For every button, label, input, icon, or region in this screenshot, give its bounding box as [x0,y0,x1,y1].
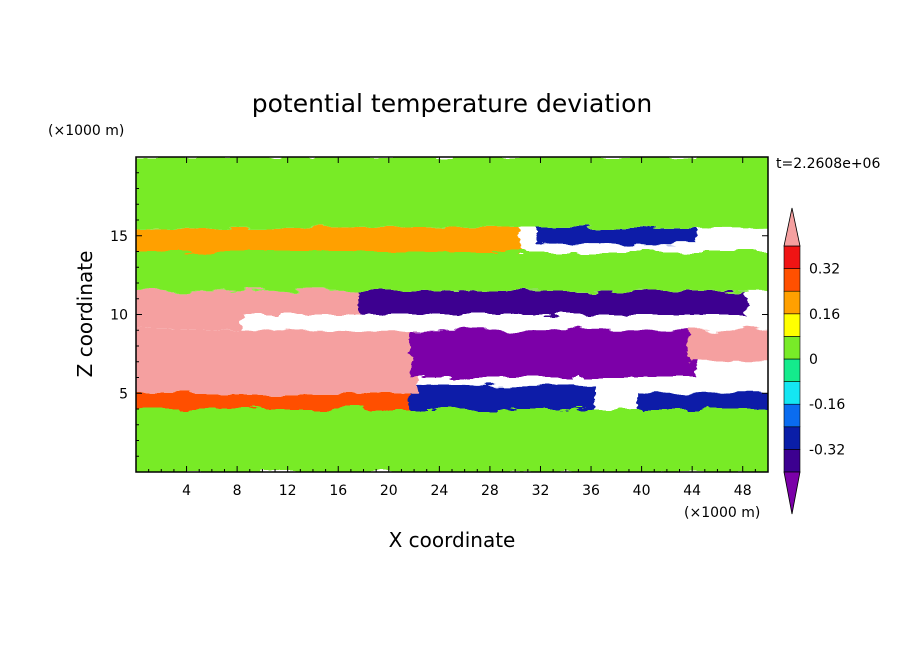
colorbar-tick-label: 0.32 [809,262,840,278]
x-tick-label: 40 [633,483,651,499]
colorbar-swatch [783,426,801,450]
contour-region [637,393,768,409]
colorbar-swatch [783,358,801,382]
y-tick-label: 15 [110,229,128,245]
colorbar-min-triangle [783,471,801,515]
y-axis: 5 10 15 [110,172,768,457]
colorbar-tick-label: 0.16 [809,307,840,323]
colorbar-swatch [783,313,801,337]
chart-title: potential temperature deviation [252,89,652,118]
x-tick-label: 32 [532,483,550,499]
contour-region [136,409,768,472]
colorbar-swatch [783,336,801,360]
x-tick-label: 28 [481,483,499,499]
contour-region [410,385,596,409]
time-label: t=2.2608e+06 [776,156,880,172]
colorbar-tick-label: -0.32 [809,442,845,458]
colorbar-swatch [783,290,801,315]
contour-region [688,330,768,362]
contour-region [136,251,768,291]
x-tick-label: 24 [430,483,448,499]
x-tick-label: 36 [582,483,600,499]
y-tick-label: 5 [119,386,128,402]
colorbar-swatch [783,381,801,405]
x-tick-label: 4 [182,483,191,499]
contour-field [136,157,768,472]
contour-region [233,290,368,315]
contour-region [136,157,768,228]
contour-region [136,330,419,394]
colorbar-swatch [783,245,801,269]
contour-region [410,330,697,378]
y-unit-label: (×1000 m) [48,123,124,139]
colorbar-tick-label: 0 [809,352,818,368]
contour-region [536,227,697,244]
colorbar-swatch [783,268,801,292]
x-axis-label: X coordinate [389,528,516,552]
colorbar-swatch [783,403,801,428]
x-tick-label: 8 [233,483,242,499]
x-tick-label: 44 [683,483,701,499]
x-tick-label: 48 [734,483,752,499]
x-unit-label: (×1000 m) [684,505,760,521]
contour-region [359,290,747,315]
colorbar: 0.32 0.16 0 -0.16 -0.32 [783,207,845,515]
contour-region [136,393,444,409]
y-axis-label: Z coordinate [73,251,97,378]
x-tick-label: 20 [380,483,398,499]
x-tick-label: 16 [329,483,347,499]
contour-region [136,227,520,252]
x-tick-label: 12 [279,483,297,499]
colorbar-swatch [783,449,801,473]
colorbar-tick-label: -0.16 [809,397,845,413]
contour-region [136,290,242,331]
y-tick-label: 10 [110,308,128,324]
x-axis: 4 8 12 16 20 24 28 32 36 40 44 48 [148,157,756,499]
colorbar-max-triangle [783,207,801,247]
